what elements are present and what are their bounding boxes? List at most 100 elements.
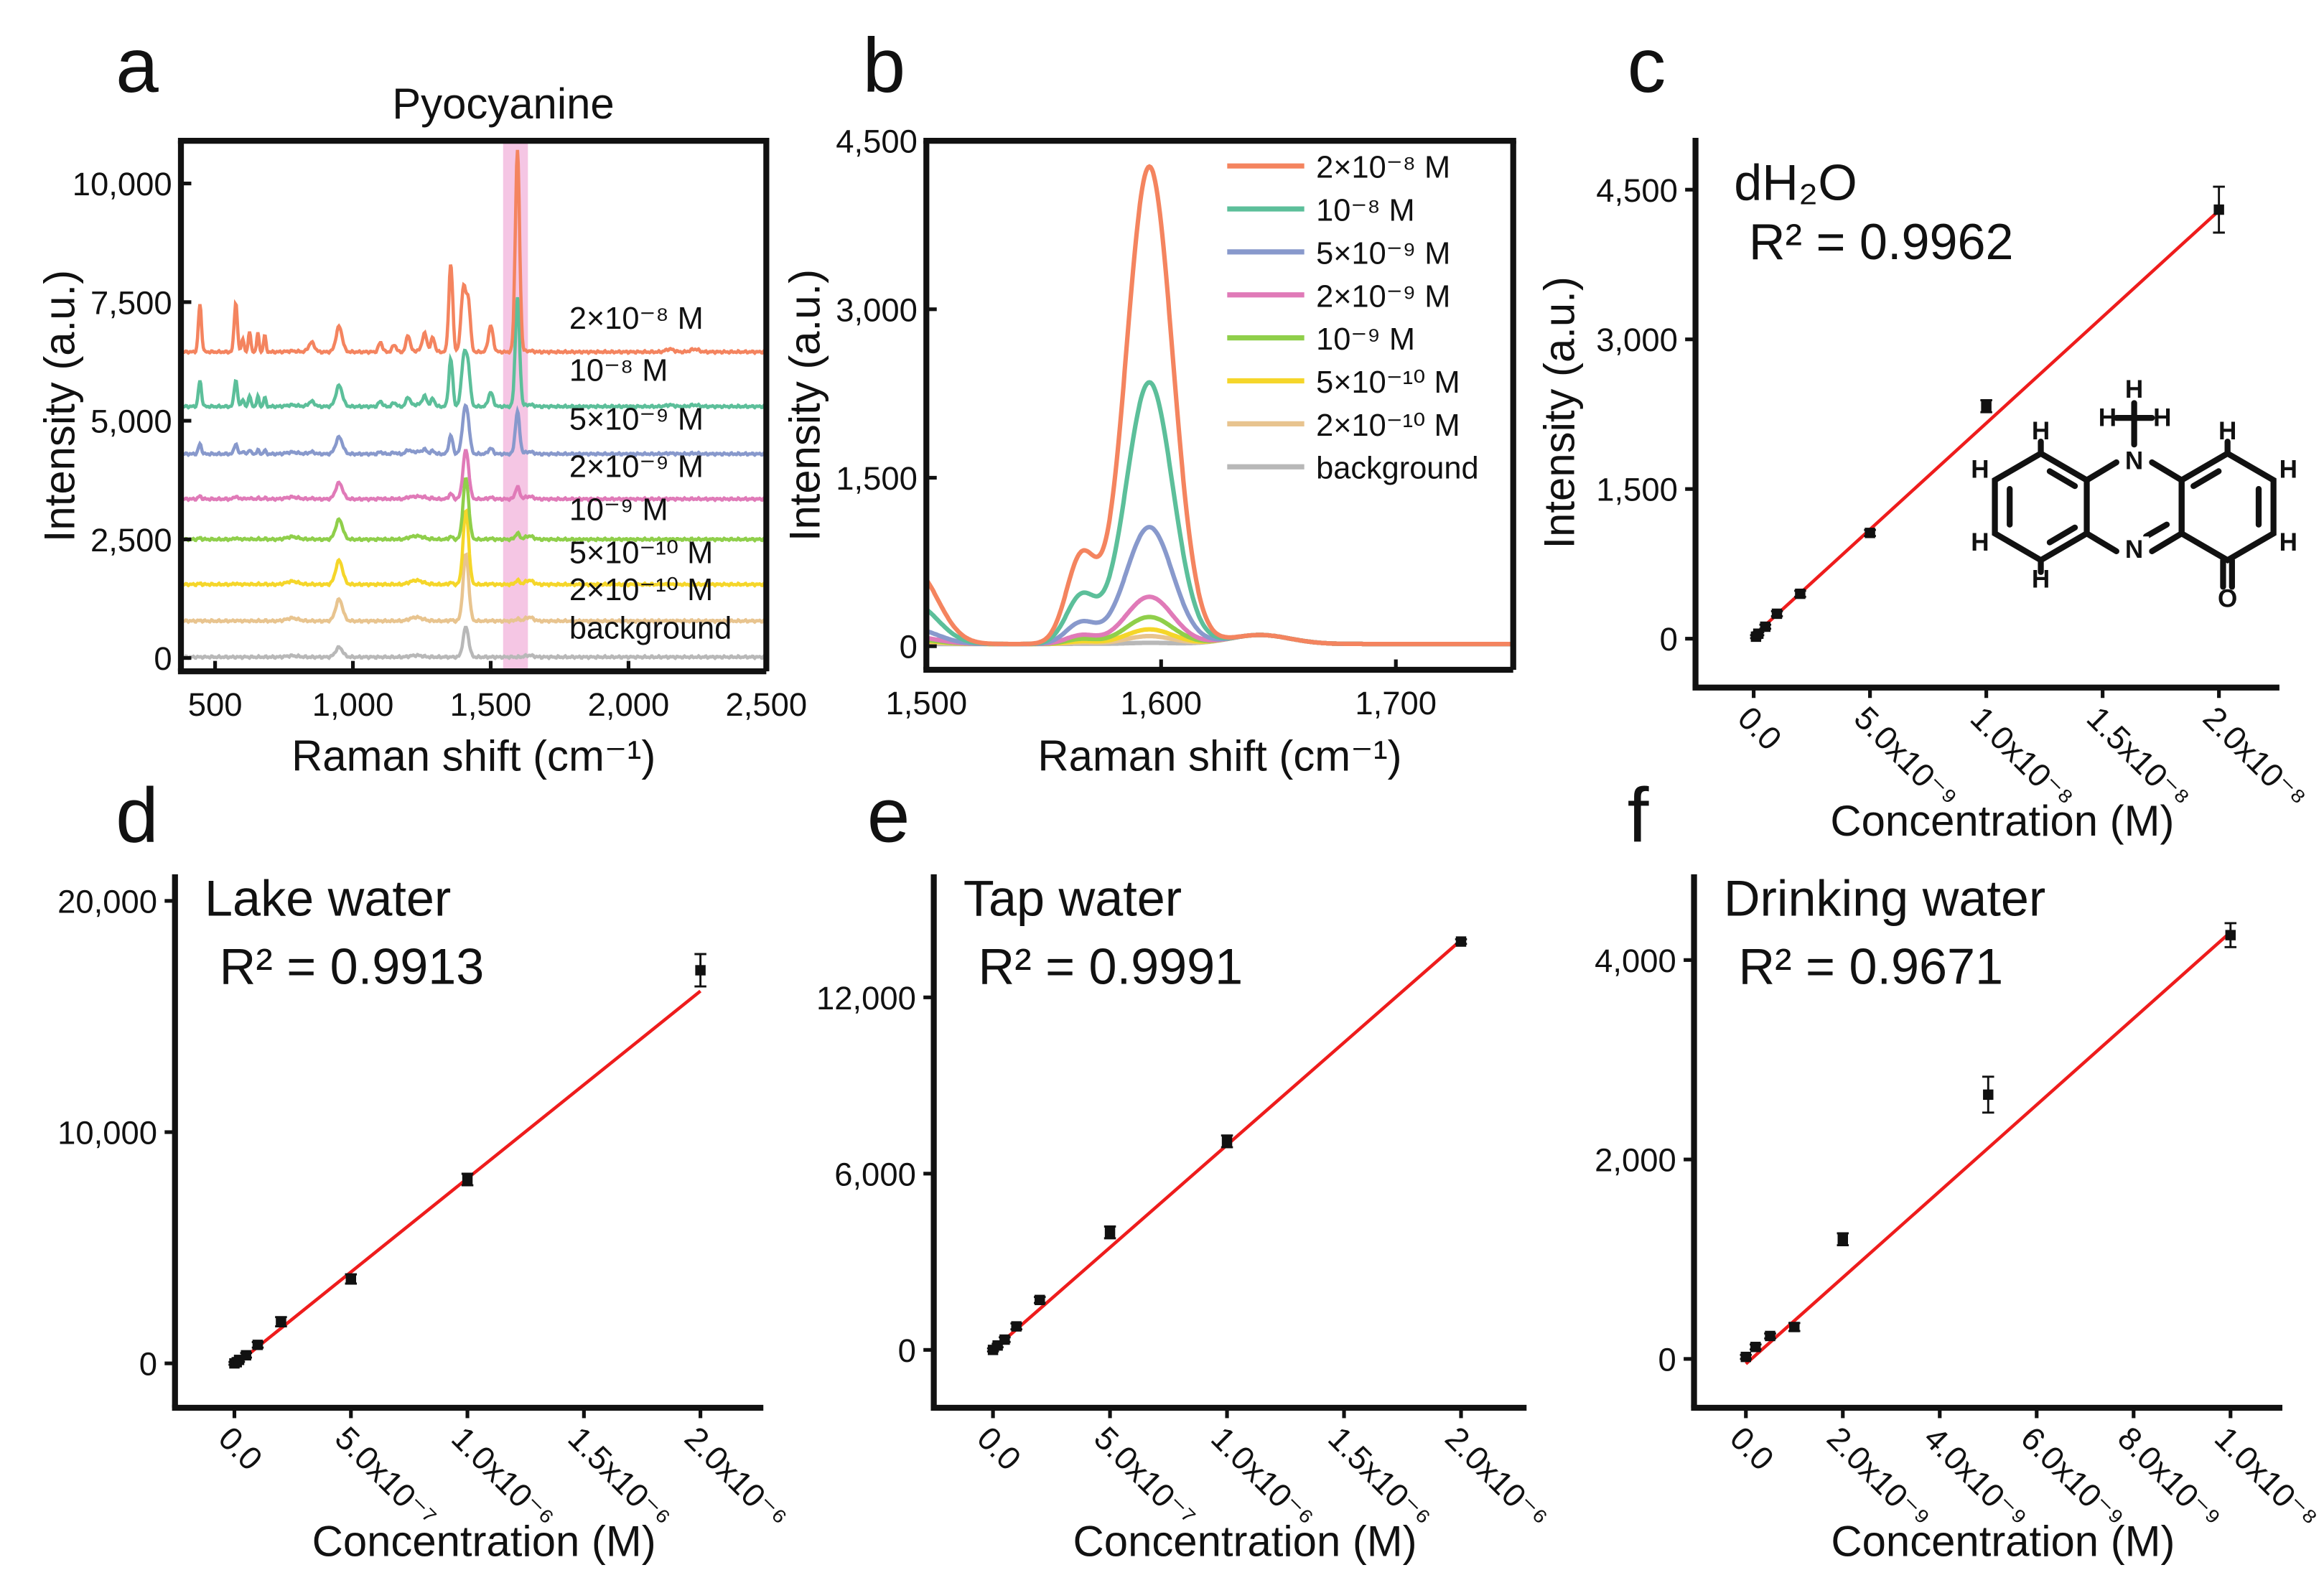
data-point [1221,1136,1233,1147]
pyocyanine-structure [1992,400,2277,590]
x-tick-label: 2,000 [588,686,670,723]
y-tick-label: 4,500 [836,123,918,160]
x-axis-title: Concentration (M) [1831,1517,2175,1565]
data-point [1011,1321,1022,1332]
fit-line [1753,209,2221,637]
x-tick-label: 1,000 [312,686,394,723]
y-tick-label: 0 [898,1332,916,1369]
atom-n: N [2125,536,2143,564]
spectrum-line [926,164,1513,647]
data-point [1771,608,1783,620]
molecule-atoms: N N O H H H H H H H H H H [1971,375,2297,612]
series-label: 2×10⁻⁹ M [569,450,704,485]
r-squared-label: R² = 0.9671 [1738,938,2003,995]
x-tick-label: 2.0x10⁻⁶ [1438,1419,1555,1536]
x-tick-label: 1,700 [1355,685,1437,721]
data-point [2213,204,2224,215]
spectrum-line [181,149,767,355]
spectrum-line [926,525,1513,647]
data-point [276,1316,286,1327]
y-tick-label: 10,000 [57,1115,157,1151]
plot-area [986,936,1467,1355]
x-tick-label: 0.0 [1731,699,1789,757]
legend-label: 10⁻⁸ M [1316,194,1414,228]
chart-panel-b: 2×10⁻⁸ M 10⁻⁸ M 5×10⁻⁹ M 2×10⁻⁹ M 10⁻⁹ M 5×10… [781,123,1516,780]
y-tick-label: 2,000 [1595,1142,1676,1179]
double-bond [2046,524,2078,546]
x-axis-title: Raman shift (cm⁻¹) [291,732,655,780]
y-tick-label: 0 [900,629,918,665]
atom-h: H [2279,456,2297,484]
r-squared-label: R² = 0.9913 [220,938,485,995]
series-label: 10⁻⁹ M [569,493,668,528]
x-tick-label: 0.0 [212,1419,270,1477]
atom-h: H [2099,403,2117,431]
series-label: 2×10⁻¹⁰ M [569,573,713,607]
data-point [252,1340,263,1350]
atom-h: H [2032,565,2050,593]
x-tick-label: 1,600 [1120,685,1202,721]
r-squared-label: R² = 0.9962 [1749,213,2014,270]
atom-n: N [2125,447,2143,475]
panel-label-f: f [1628,772,1649,858]
y-tick-label: 2,500 [90,522,172,559]
y-axis-title: Intensity (a.u.) [781,269,829,541]
legend-label: 5×10⁻⁹ M [1316,236,1450,271]
series-label: background [569,612,732,646]
right-ring [2178,449,2277,564]
data-point [1983,1089,1994,1101]
y-tick-label: 0 [154,640,172,677]
atom-h: H [2125,375,2143,403]
panel-label-b: b [863,22,906,108]
x-axis-title: Concentration (M) [1830,797,2174,845]
x-axis-title: Concentration (M) [1073,1517,1417,1565]
atom-h: H [2032,417,2050,445]
x-tick-label: 500 [188,686,243,723]
sample-title: dH₂O [1734,154,1857,211]
chart-panel-a: 2×10⁻⁸ M 10⁻⁸ M 5×10⁻⁹ M 2×10⁻⁹ M 10⁻⁹ M 5×10… [35,80,807,780]
x-axis-title: Raman shift (cm⁻¹) [1037,732,1401,780]
bond [2083,459,2119,483]
panel-label-d: d [116,772,159,858]
data-point [2225,930,2236,940]
atom-h: H [2218,417,2236,445]
double-bond [2046,468,2078,490]
spectrum-line [181,403,767,457]
y-tick-label: 1,500 [1596,472,1678,508]
panel-label-e: e [867,772,910,858]
y-tick-label: 3,000 [836,291,918,328]
data-point [1789,1322,1800,1332]
legend-label: background [1316,452,1478,486]
data-point [1455,936,1467,947]
x-tick-label: 0.0 [1723,1419,1781,1477]
y-tick-label: 5,000 [90,403,172,440]
data-point [345,1274,357,1284]
y-tick-label: 7,500 [90,284,172,321]
spectrum-line [181,477,767,543]
plot-area [926,164,1513,647]
y-tick-label: 1,500 [836,460,918,497]
atom-h: H [2153,403,2171,431]
y-axis-title: Intensity (a.u.) [1535,276,1583,548]
y-tick-label: 0 [139,1346,157,1383]
fit-line [1745,930,2232,1365]
panel-label-a: a [116,22,159,108]
y-tick-label: 4,500 [1596,172,1678,209]
series-label: 5×10⁻¹⁰ M [569,536,713,570]
x-tick-label: 1.0x10⁻⁸ [2208,1419,2324,1536]
bond [2083,530,2119,555]
x-tick-label: 2.0x10⁻⁸ [2196,699,2313,816]
atom-h: H [1971,528,1989,556]
double-bond [2190,468,2222,490]
atom-bg [2119,447,2150,477]
data-point [1104,1227,1116,1238]
series-label: 5×10⁻⁹ M [569,403,704,437]
r-squared-label: R² = 0.9991 [979,938,1243,995]
y-axis-title: Intensity (a.u.) [35,270,83,542]
data-point [999,1334,1010,1345]
legend-label: 2×10⁻⁹ M [1316,279,1450,314]
spectrum-line [181,449,767,503]
